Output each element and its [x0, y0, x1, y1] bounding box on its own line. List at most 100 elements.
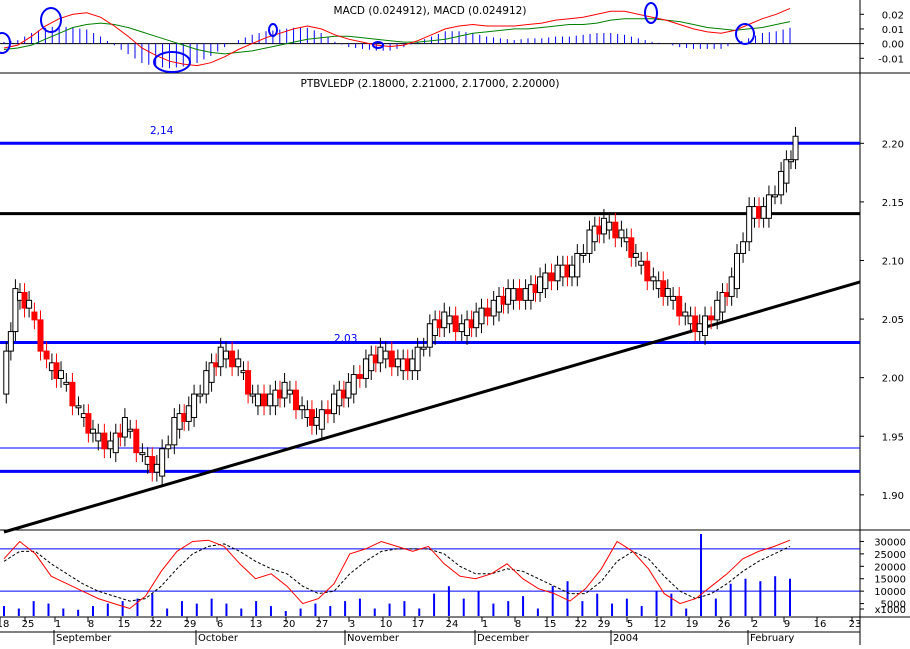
candle-body [254, 393, 261, 407]
candle-body [394, 358, 401, 368]
highlight-circle [644, 2, 658, 24]
candle-body [191, 393, 198, 419]
candle-body [600, 217, 607, 235]
candle-body [112, 432, 119, 454]
x-tick-label: 16 [814, 619, 827, 630]
x-tick-label: 17 [412, 619, 425, 630]
price-plot-area [0, 126, 861, 534]
month-label: November [347, 633, 400, 644]
candle-body [37, 319, 44, 352]
candle-body [345, 381, 352, 399]
oscillator-signal-line [3, 543, 791, 602]
macd-y-axis: 0.02 0.01 0.00 -0.01 [860, 10, 904, 65]
candle-body [249, 393, 256, 397]
x-tick-label: 18 [0, 619, 9, 630]
x-tick-label: 20 [283, 619, 296, 630]
trend-line [3, 280, 861, 534]
candle-body [58, 370, 65, 379]
month-label: 2004 [613, 633, 638, 644]
candle-body [382, 350, 389, 360]
candle-body [702, 315, 709, 336]
highlight-circle [153, 51, 191, 73]
candle-body [350, 374, 357, 395]
y-tick-label: 0.01 [882, 25, 904, 36]
macd-signal-line [3, 18, 791, 55]
macd-line [3, 7, 791, 67]
highlight-circle [40, 7, 62, 33]
month-label: February [750, 633, 794, 644]
price-y-axis: 2.20 2.15 2.10 2.05 2.00 1.95 1.90 [860, 139, 904, 502]
candle-body [765, 194, 772, 219]
candle-body [245, 370, 252, 395]
candle-body [740, 241, 747, 254]
candle-body [261, 393, 268, 407]
candle-body [127, 428, 134, 432]
candle-body [3, 350, 10, 395]
candle-body [75, 405, 82, 409]
x-tick-label: 15 [118, 619, 131, 630]
candle-body [676, 295, 683, 317]
candle-body [281, 381, 288, 399]
oscillator-plot-area [0, 534, 860, 616]
candle-body [197, 393, 204, 397]
y-tick-label: 2.20 [882, 139, 904, 150]
candle-body [458, 323, 465, 333]
candle-body [153, 463, 160, 473]
x-tick-label: 8 [88, 619, 94, 630]
candle-body [185, 405, 192, 422]
candle-body [26, 299, 33, 309]
y-tick-label: 10000 [874, 587, 906, 598]
candle-body [267, 393, 274, 407]
y-tick-label: 30000 [874, 537, 906, 548]
highlight-circle [268, 23, 278, 37]
candle-body [792, 135, 799, 161]
candle-body [107, 440, 114, 450]
candle-body [292, 389, 299, 411]
candle-body [133, 428, 140, 454]
y-tick-label: 0.02 [882, 10, 904, 21]
x-axis: 1825181522296132027310172418152229512192… [0, 617, 861, 645]
x-tick-label: 6 [217, 619, 223, 630]
candle-body [473, 311, 480, 329]
highlight-circle [735, 23, 755, 45]
x-tick-label: 10 [380, 619, 393, 630]
candle-body [733, 252, 740, 290]
candle-body [223, 350, 230, 360]
y-tick-label: 2.15 [882, 198, 904, 209]
candle-body [31, 311, 38, 321]
candle-body [505, 288, 512, 305]
candle-body [490, 299, 497, 317]
candle-body [208, 362, 215, 383]
y-tick-label: -0.01 [878, 54, 904, 65]
candle-body [362, 358, 369, 379]
candle-body [682, 311, 689, 317]
candle-body [217, 346, 224, 368]
y-tick-label: 2.10 [882, 256, 904, 267]
candle-body [787, 159, 794, 163]
candle-body [618, 229, 625, 239]
candle-body [606, 221, 613, 231]
candle-body [644, 260, 651, 282]
x-tick-label: 3 [349, 619, 355, 630]
candle-body [516, 288, 523, 301]
price-panel-title: PTBVLEDP (2.18000, 2.21000, 2.17000, 2.2… [301, 78, 560, 90]
candle-body [484, 307, 491, 317]
candle-body [377, 346, 384, 364]
candle-body [708, 315, 715, 321]
x-tick-label: 24 [446, 619, 459, 630]
candle-body [286, 389, 293, 395]
candle-body [728, 276, 735, 297]
month-label: December [477, 633, 530, 644]
macd-plot-area [0, 2, 860, 73]
candle-body [670, 295, 677, 301]
candle-body [121, 417, 128, 438]
candle-body [203, 370, 210, 395]
highlight-circle [0, 32, 11, 54]
candle-body [165, 444, 172, 450]
x-tick-label: 29 [184, 619, 197, 630]
candle-body [542, 272, 549, 290]
x-tick-label: 15 [544, 619, 557, 630]
oscillator-line [3, 539, 791, 610]
